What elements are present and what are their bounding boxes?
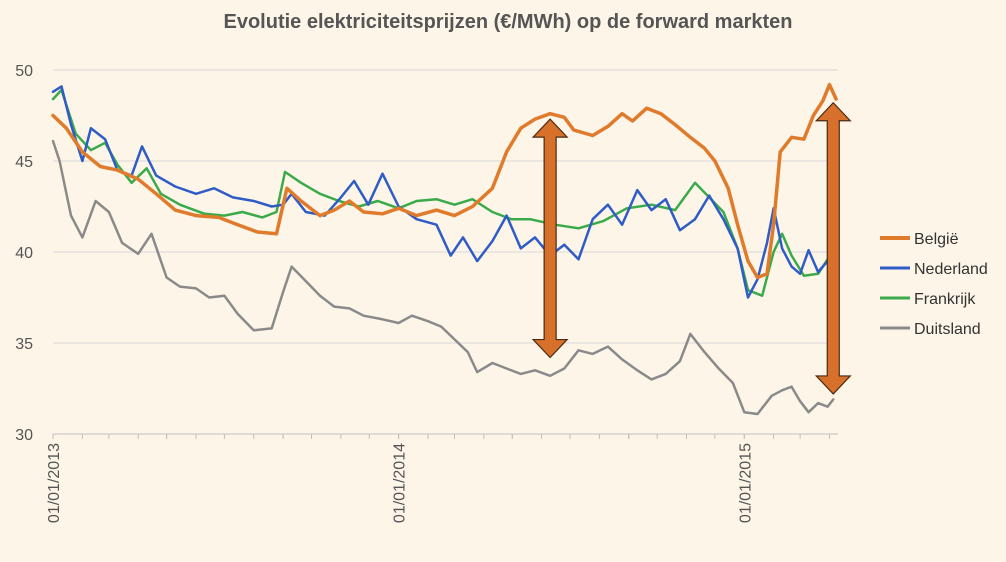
y-tick-label: 45 <box>15 154 33 171</box>
annotation-arrows <box>531 101 852 395</box>
legend-label: Frankrijk <box>914 291 976 308</box>
double-arrow-1 <box>531 118 569 359</box>
legend-label: België <box>914 231 959 248</box>
y-tick-label: 40 <box>15 245 33 262</box>
x-tick-label: 01/01/2015 <box>737 443 754 523</box>
series-line-belgi <box>51 82 838 280</box>
x-tick-label: 01/01/2014 <box>392 443 409 523</box>
series-line-nederland <box>51 85 829 299</box>
y-tick-label: 50 <box>15 63 33 80</box>
axes: 30 35 40 45 50 01/01/2013 01/01/2014 01/01/2015 <box>15 63 838 523</box>
legend-label: Nederland <box>914 261 988 278</box>
double-arrow-2 <box>814 101 852 395</box>
series-lines <box>51 82 838 416</box>
x-tick-label: 01/01/2013 <box>46 443 63 523</box>
legend-label: Duitsland <box>914 321 981 338</box>
y-tick-label: 35 <box>15 336 33 353</box>
y-tick-label: 30 <box>15 427 33 444</box>
series-line-frankrijk <box>51 88 829 297</box>
legend: België Nederland Frankrijk Duitsland <box>880 231 988 338</box>
chart-title: Evolutie elektriciteitsprijzen (€/MWh) o… <box>224 11 793 33</box>
series-line-duitsland <box>51 139 835 416</box>
grid-lines <box>53 69 838 435</box>
